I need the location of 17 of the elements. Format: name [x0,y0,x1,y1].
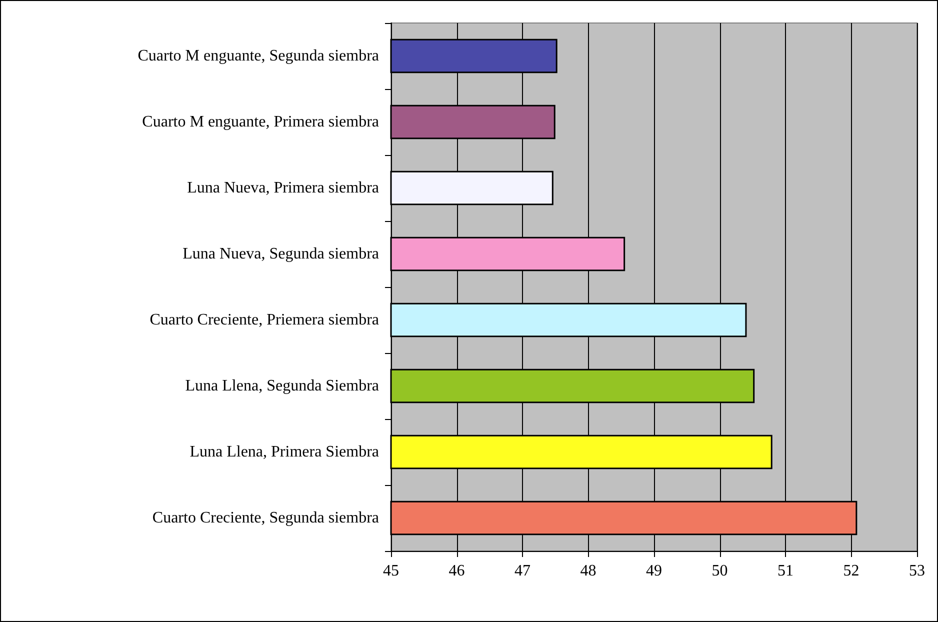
y-tick-label: Cuarto Creciente, Priemera siembra [150,312,379,328]
y-tick-label: Luna Nueva, Segunda siembra [182,246,379,262]
y-tick-label: Cuarto M enguante, Segunda siembra [138,48,379,64]
x-tick-label: 51 [778,562,794,580]
x-tick-label: 49 [646,562,662,580]
x-tick-label: 47 [514,562,530,580]
y-tick-label: Luna Llena, Primera Siembra [190,444,379,460]
y-tick-label: Luna Llena, Segunda Siembra [185,378,379,394]
x-tick-label: 45 [383,562,399,580]
y-tick-label: Cuarto M enguante, Primera siembra [142,114,379,130]
y-tick-label: Cuarto Creciente, Segunda siembra [152,510,379,526]
x-tick-label: 52 [843,562,860,580]
x-tick-label: 48 [580,562,596,580]
x-tick-label: 53 [909,562,925,580]
x-tick-label: 50 [712,562,728,580]
y-tick-label: Luna Nueva, Primera siembra [187,180,379,196]
x-tick-label: 46 [448,562,465,580]
